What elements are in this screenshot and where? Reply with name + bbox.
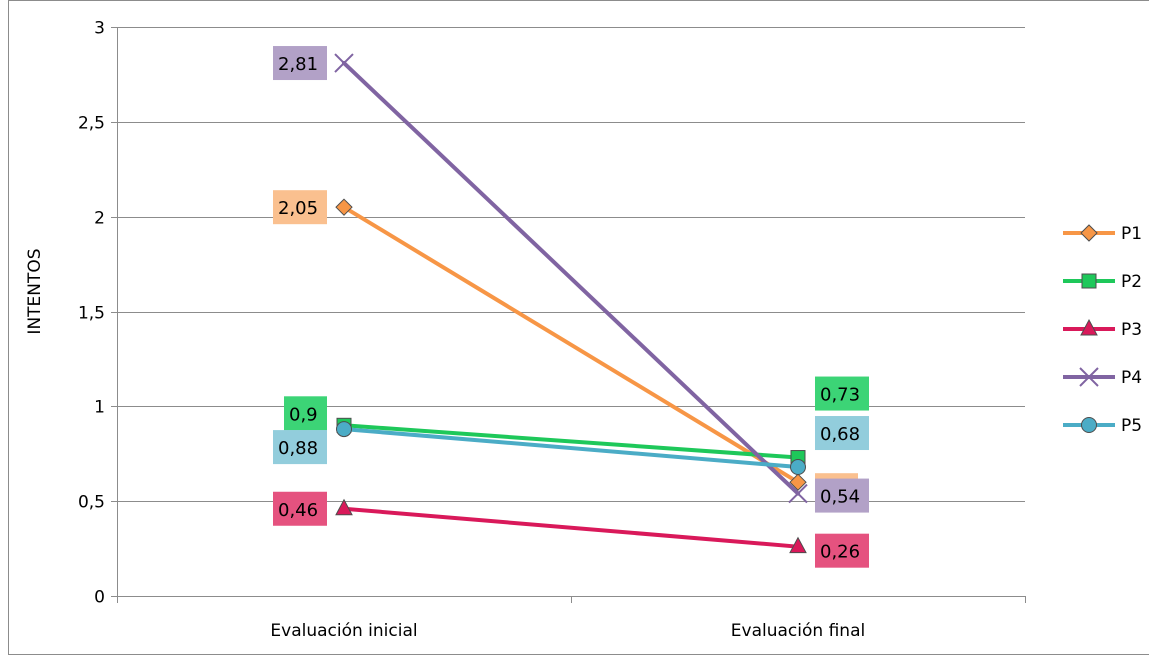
data-label-box bbox=[815, 478, 869, 513]
data-label-box bbox=[815, 533, 869, 568]
data-label-box bbox=[284, 396, 327, 431]
data-label: 2,81 bbox=[278, 54, 318, 75]
data-point bbox=[1079, 367, 1099, 387]
axes: 0 0,5 1 1,5 2 2,5 3 Evaluación inicial Evaluació… bbox=[78, 19, 1026, 641]
series-line bbox=[342, 61, 800, 496]
data-point bbox=[334, 53, 354, 73]
legend-label: P1 bbox=[1121, 224, 1142, 244]
data-label: 0,73 bbox=[820, 385, 860, 406]
chart-border bbox=[8, 0, 1149, 655]
legend-label: P3 bbox=[1121, 320, 1142, 340]
data-label: 0,9 bbox=[289, 404, 318, 425]
data-point bbox=[1081, 417, 1097, 433]
data-point bbox=[336, 421, 352, 438]
data-labels: 2,050,60,90,730,460,262,810,540,880,68 bbox=[273, 46, 869, 568]
series-lines bbox=[342, 61, 800, 549]
data-point bbox=[788, 483, 808, 504]
data-point bbox=[789, 536, 807, 554]
data-label-box bbox=[273, 190, 327, 225]
legend: P1 P2 P3 P4 P5 bbox=[1063, 224, 1142, 436]
data-point bbox=[790, 459, 806, 476]
legend-label: P2 bbox=[1121, 272, 1142, 292]
data-point bbox=[335, 198, 353, 216]
data-point bbox=[1080, 318, 1098, 336]
y-tick-label: 0,5 bbox=[78, 493, 105, 513]
x-tick-label: Evaluación inicial bbox=[270, 621, 417, 641]
data-label: 0,88 bbox=[278, 438, 318, 459]
y-tick-label: 3 bbox=[94, 19, 105, 39]
y-tick-label: 1,5 bbox=[78, 304, 105, 324]
y-tick-label: 0 bbox=[94, 588, 105, 608]
y-tick-label: 1 bbox=[94, 398, 105, 418]
series-markers bbox=[334, 53, 808, 554]
data-label-box bbox=[273, 46, 327, 81]
data-point bbox=[789, 473, 807, 491]
y-tick-label: 2 bbox=[94, 209, 105, 229]
series-line bbox=[342, 506, 800, 549]
series-line bbox=[342, 205, 800, 485]
y-tick-label: 2,5 bbox=[78, 114, 105, 134]
data-label: 0,54 bbox=[820, 487, 860, 508]
data-label-box bbox=[273, 491, 327, 526]
data-label: 0,46 bbox=[278, 500, 318, 521]
legend-label: P5 bbox=[1121, 416, 1142, 436]
series-line bbox=[342, 427, 800, 470]
data-label-box bbox=[273, 430, 327, 465]
data-label: 0,26 bbox=[820, 542, 860, 563]
data-point bbox=[1080, 224, 1098, 242]
data-label-box bbox=[815, 376, 869, 411]
x-tick-label: Evaluación final bbox=[731, 621, 865, 641]
y-axis-title: INTENTOS bbox=[25, 248, 45, 334]
data-label: 0,68 bbox=[820, 424, 860, 445]
data-point bbox=[335, 498, 353, 516]
data-label: 2,05 bbox=[278, 198, 318, 219]
data-label-box bbox=[815, 416, 869, 451]
series-line bbox=[342, 423, 800, 460]
gridlines bbox=[117, 27, 1025, 502]
data-point bbox=[1081, 273, 1097, 289]
legend-label: P4 bbox=[1121, 368, 1142, 388]
